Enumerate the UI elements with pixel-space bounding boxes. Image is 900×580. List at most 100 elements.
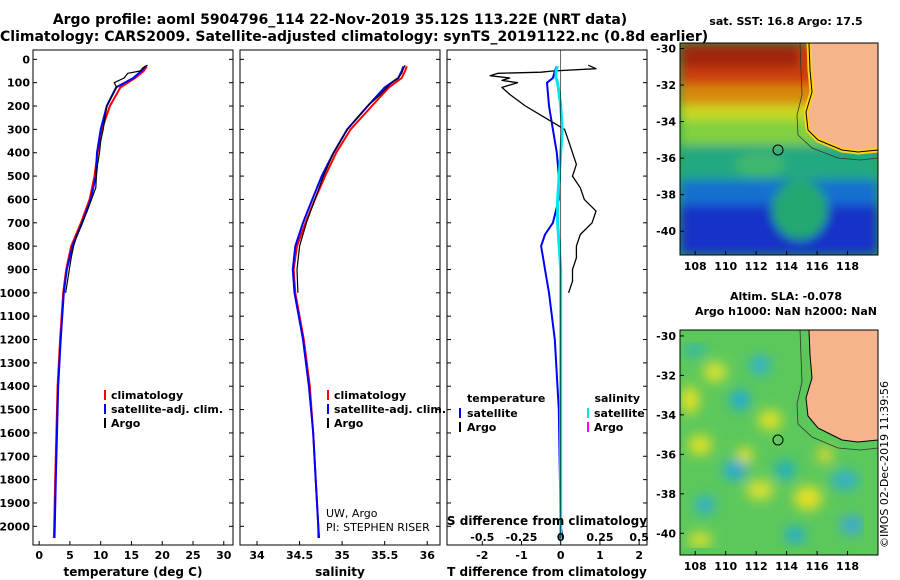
y-tick-label: 300 — [7, 123, 30, 136]
series-satellite-adj-clim--line — [291, 65, 405, 539]
map-lon-tick-label: 112 — [745, 560, 768, 573]
y-tick-label: 1200 — [0, 334, 30, 347]
profile-panels: 0100200300400500600700800900100011001200… — [0, 49, 649, 579]
y-tick-label: 1500 — [0, 404, 30, 417]
map-lon-tick-label: 110 — [714, 560, 737, 573]
y-tick-label: 400 — [7, 147, 30, 160]
legend-label: Argo — [111, 417, 141, 430]
legend-label: climatology — [111, 389, 183, 402]
map-lat-tick-label: -40 — [656, 527, 676, 540]
x-tick-label: 25 — [185, 549, 200, 562]
y-tick-label: 1700 — [0, 450, 30, 463]
map-panels: 108 110 112 114 116 118 -30 -32 -34 -36 -38 -40 108 1… — [656, 42, 879, 573]
figure-title-line2: Climatology: CARS2009. Satellite-adjuste… — [0, 29, 709, 45]
legend-label: Argo — [594, 421, 624, 434]
top-x-tick-label: -0.5 — [470, 531, 494, 544]
plot-frame — [32, 49, 234, 546]
y-tick-label: 1800 — [0, 474, 30, 487]
legend-label: Argo — [467, 421, 497, 434]
map-lon-tick-label: 114 — [775, 560, 798, 573]
map-lat-tick-label: -34 — [656, 409, 676, 422]
credit-line2: PI: STEPHEN RISER — [326, 521, 430, 534]
top-x-tick-label: 0 — [557, 531, 565, 544]
y-tick-label: 2000 — [0, 520, 30, 533]
plot-frame — [239, 49, 441, 546]
legend-label: satellite — [594, 407, 645, 420]
y-tick-label: 600 — [7, 193, 30, 206]
x-tick-label: 36 — [420, 549, 436, 562]
map-lon-tick-label: 116 — [806, 560, 829, 573]
plot-frame — [446, 49, 648, 546]
x-tick-label: 34.5 — [286, 549, 313, 562]
legend-heading-salinity: salinity — [594, 392, 640, 405]
y-tick-label: 1100 — [0, 310, 30, 323]
x-tick-label: 10 — [93, 549, 109, 562]
y-tick-label: 1000 — [0, 287, 30, 300]
legend-label: Argo — [334, 417, 364, 430]
sla-map-title: Altim. SLA: -0.078 — [729, 290, 843, 303]
map-lat-tick-label: -30 — [656, 42, 676, 55]
map-lat-tick-label: -36 — [656, 152, 676, 165]
top-x-axis-label: S difference from climatology — [447, 514, 647, 528]
x-tick-label: 0 — [557, 549, 565, 562]
top-x-tick-label: 0.25 — [586, 531, 613, 544]
top-x-tick-label: 0.5 — [629, 531, 649, 544]
y-tick-label: 200 — [7, 100, 30, 113]
map-lat-tick-label: -40 — [656, 225, 676, 238]
y-tick-label: 100 — [7, 77, 30, 90]
legend-heading-temperature: temperature — [467, 392, 545, 405]
x-tick-label: 15 — [124, 549, 139, 562]
argo-height-title: Argo h1000: NaN h2000: NaN — [694, 305, 878, 318]
legend-label: satellite — [467, 407, 518, 420]
legend-label: climatology — [334, 389, 406, 402]
x-axis-label: salinity — [315, 565, 365, 579]
y-tick-label: 800 — [7, 240, 30, 253]
x-tick-label: 35.5 — [371, 549, 398, 562]
y-tick-label: 1900 — [0, 497, 30, 510]
map-lon-tick-label: 112 — [745, 260, 768, 273]
sst-map — [680, 43, 878, 255]
x-tick-label: 2 — [635, 549, 643, 562]
figure-title-line1: Argo profile: aoml 5904796_114 22-Nov-20… — [52, 12, 628, 28]
x-tick-label: -1 — [515, 549, 527, 562]
y-tick-label: 700 — [7, 217, 30, 230]
map-lon-tick-label: 110 — [714, 260, 737, 273]
map-lat-tick-label: -38 — [656, 189, 676, 202]
x-tick-label: 0 — [35, 549, 43, 562]
credit-line1: UW, Argo — [326, 507, 378, 520]
y-tick-label: 0 — [22, 53, 30, 66]
map-lat-tick-label: -34 — [656, 116, 676, 129]
map-lon-tick-label: 116 — [806, 260, 829, 273]
x-tick-label: 5 — [66, 549, 74, 562]
y-tick-label: 500 — [7, 170, 30, 183]
panel-temp: 0100200300400500600700800900100011001200… — [0, 49, 234, 579]
x-tick-label: -2 — [476, 549, 488, 562]
panel-sal: 34 34.5 35 35.5 36 salinity climatologysatelli… — [239, 49, 446, 579]
map-lat-tick-label: -36 — [656, 448, 676, 461]
map-lon-tick-label: 118 — [836, 560, 859, 573]
y-tick-label: 1300 — [0, 357, 30, 370]
map-lat-tick-label: -38 — [656, 488, 676, 501]
x-tick-label: 1 — [596, 549, 604, 562]
map-lon-tick-label: 114 — [775, 260, 798, 273]
series-argo-temperature-line — [489, 64, 597, 294]
x-tick-label: 30 — [216, 549, 232, 562]
series-satellite-temperature-line — [540, 65, 564, 539]
x-tick-label: 35 — [334, 549, 349, 562]
map-lat-tick-label: -30 — [656, 330, 676, 343]
series-argo-line — [296, 64, 406, 293]
x-axis-label: T difference from climatology — [447, 565, 647, 579]
x-tick-label: 20 — [155, 549, 171, 562]
x-tick-label: 34 — [249, 549, 265, 562]
map-lon-tick-label: 118 — [836, 260, 859, 273]
sla-map — [680, 330, 878, 555]
map-lat-tick-label: -32 — [656, 369, 676, 382]
top-x-tick-label: -0.25 — [506, 531, 538, 544]
legend-label: satellite-adj. clim. — [334, 403, 446, 416]
x-axis-label: temperature (deg C) — [64, 565, 203, 579]
y-tick-label: 900 — [7, 263, 30, 276]
map-lon-tick-label: 108 — [684, 260, 707, 273]
sst-map-title: sat. SST: 16.8 Argo: 17.5 — [709, 15, 863, 28]
series-argo-line — [65, 64, 148, 293]
